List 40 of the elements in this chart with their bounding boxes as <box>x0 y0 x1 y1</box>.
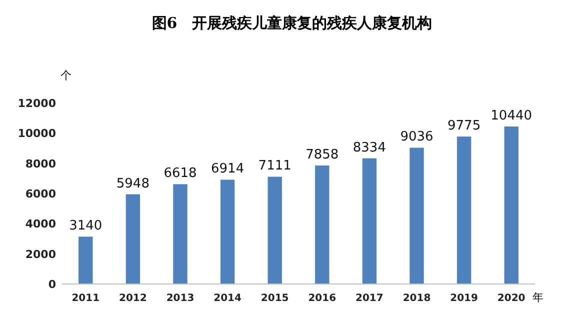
data-label: 5948 <box>116 176 150 192</box>
bar <box>504 126 518 284</box>
x-tick-label: 2020 <box>497 293 526 304</box>
y-tick-label: 2000 <box>25 248 56 261</box>
bar <box>126 194 140 284</box>
x-tick-label: 2011 <box>72 293 100 304</box>
x-tick-label: 2016 <box>308 293 336 304</box>
x-tick-label: 2017 <box>356 293 384 304</box>
x-tick-label: 2013 <box>166 293 194 304</box>
bar <box>78 236 93 284</box>
y-tick-label: 4000 <box>25 218 56 231</box>
x-axis-title: 年 <box>532 291 544 304</box>
y-tick-label: 12000 <box>18 97 56 110</box>
y-tick-label: 0 <box>48 278 56 291</box>
data-label: 7111 <box>258 158 292 174</box>
bar <box>362 158 377 284</box>
data-label: 6618 <box>164 166 197 182</box>
chart-title: 图6 开展残疾儿童康复的残疾人康复机构 <box>152 14 432 32</box>
y-tick-label: 6000 <box>25 188 56 200</box>
y-tick-label: 10000 <box>18 127 56 140</box>
data-label: 8334 <box>352 140 386 156</box>
bar <box>456 136 472 284</box>
x-tick-label: 2019 <box>450 293 478 304</box>
data-label: 9775 <box>448 118 481 134</box>
x-tick-label: 2014 <box>214 293 242 304</box>
data-label: 3140 <box>69 218 102 234</box>
bar <box>173 184 188 284</box>
bar <box>315 165 330 284</box>
x-tick-label: 2018 <box>402 293 431 304</box>
data-label: 6914 <box>211 162 244 177</box>
data-label: 10440 <box>490 108 532 124</box>
bar <box>220 180 235 284</box>
y-axis-title: 个 <box>60 69 72 82</box>
x-tick-label: 2015 <box>260 293 289 304</box>
x-tick-label: 2012 <box>119 293 147 304</box>
bar <box>268 176 282 284</box>
y-tick-label: 8000 <box>25 157 56 170</box>
data-label: 9036 <box>400 130 434 145</box>
bar <box>410 148 424 284</box>
data-label: 7858 <box>306 147 339 162</box>
